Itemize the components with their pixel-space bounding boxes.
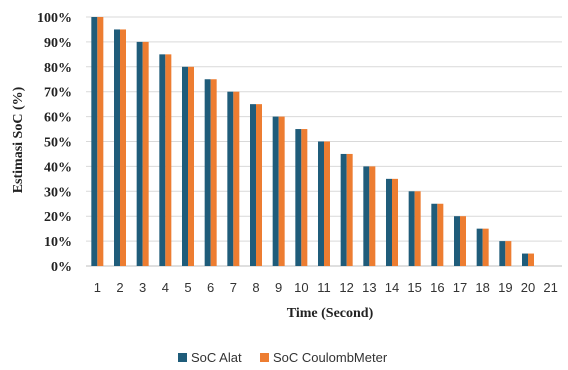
x-tick-label: 6 — [207, 280, 214, 295]
x-tick-label: 13 — [362, 280, 376, 295]
y-tick-label: 30% — [44, 185, 72, 200]
y-tick-label: 0% — [51, 260, 72, 275]
bar-soc-coulombmeter — [256, 104, 262, 267]
bar-soc-coulombmeter — [369, 166, 376, 266]
legend-label: SoC CoulombMeter — [273, 350, 388, 365]
x-tick-label: 2 — [116, 280, 123, 295]
x-tick-label: 3 — [139, 280, 146, 295]
x-tick-label: 20 — [521, 280, 535, 295]
bar-soc-alat — [318, 141, 324, 266]
y-tick-label: 50% — [44, 136, 72, 151]
x-tick-label: 8 — [252, 280, 259, 295]
x-tick-label: 15 — [407, 280, 421, 295]
bar-soc-coulombmeter — [528, 253, 534, 266]
bar-soc-coulombmeter — [346, 153, 353, 266]
bar-soc-alat — [431, 203, 438, 266]
bar-soc-coulombmeter — [324, 141, 330, 266]
bar-soc-coulombmeter — [437, 203, 444, 266]
x-tick-label: 11 — [317, 280, 331, 295]
legend: SoC Alat SoC CoulombMeter — [178, 350, 388, 365]
bar-soc-alat — [227, 91, 234, 266]
bar-soc-alat — [250, 104, 256, 267]
bar-soc-alat — [408, 191, 415, 266]
bar-soc-alat — [476, 228, 483, 266]
y-tick-label: 20% — [44, 210, 72, 225]
y-tick-labels: 0% 10% 20% 30% 40% 50% 60% 70% 80% 90% 100% — [37, 11, 72, 275]
bar-soc-coulombmeter — [482, 228, 489, 266]
bar-soc-coulombmeter — [414, 191, 421, 266]
x-tick-label: 4 — [162, 280, 169, 295]
bar-soc-alat — [363, 166, 370, 266]
bar-soc-coulombmeter — [460, 216, 466, 266]
bar-soc-coulombmeter — [505, 241, 512, 266]
bar-soc-alat — [386, 178, 392, 266]
legend-label: SoC Alat — [191, 350, 242, 365]
bar-soc-coulombmeter — [188, 66, 194, 266]
y-tick-label: 90% — [44, 36, 72, 51]
bar-soc-alat — [522, 253, 528, 266]
bar-soc-coulombmeter — [142, 41, 149, 267]
x-tick-label: 16 — [430, 280, 444, 295]
bar-soc-alat — [340, 153, 347, 266]
legend-swatch — [260, 353, 269, 362]
bar-soc-alat — [295, 129, 302, 266]
y-tick-label: 10% — [44, 235, 72, 250]
legend-swatch — [178, 353, 187, 362]
x-tick-label: 19 — [498, 280, 512, 295]
bar-soc-coulombmeter — [301, 129, 308, 266]
y-tick-label: 100% — [37, 11, 72, 26]
bar-soc-coulombmeter — [392, 178, 398, 266]
x-tick-label: 12 — [339, 280, 353, 295]
bar-soc-alat — [136, 41, 143, 267]
bar-soc-alat — [204, 79, 211, 266]
bar-soc-alat — [91, 17, 98, 266]
x-axis-label: Time (Second) — [287, 306, 374, 321]
x-tick-labels: 1 2 3 4 5 6 7 8 9 10 11 12 13 14 15 16 17 18 19 20 21 — [94, 280, 558, 295]
bar-soc-coulombmeter — [210, 79, 217, 266]
bar-soc-coulombmeter — [233, 91, 240, 266]
y-axis-label: Estimasi SoC (%) — [11, 86, 26, 193]
y-tick-label: 80% — [44, 61, 72, 76]
bar-soc-alat — [159, 54, 166, 266]
x-tick-label: 14 — [385, 280, 399, 295]
y-tick-label: 70% — [44, 86, 72, 101]
y-tick-label: 40% — [44, 160, 72, 175]
x-tick-label: 5 — [184, 280, 191, 295]
x-tick-label: 21 — [543, 280, 557, 295]
x-tick-label: 1 — [94, 280, 101, 295]
bar-soc-alat — [114, 29, 120, 267]
bar-soc-coulombmeter — [97, 17, 104, 266]
bar-soc-coulombmeter — [165, 54, 172, 266]
bars — [91, 17, 534, 267]
bar-soc-coulombmeter — [278, 116, 285, 266]
x-tick-label: 10 — [294, 280, 308, 295]
y-tick-label: 60% — [44, 111, 72, 126]
bar-soc-alat — [272, 116, 279, 266]
x-tick-label: 7 — [230, 280, 237, 295]
bar-soc-alat — [454, 216, 460, 266]
x-tick-label: 17 — [453, 280, 467, 295]
x-tick-label: 9 — [275, 280, 282, 295]
x-tick-label: 18 — [475, 280, 489, 295]
bar-soc-alat — [499, 241, 506, 266]
bar-soc-alat — [182, 66, 188, 266]
bar-soc-coulombmeter — [120, 29, 126, 267]
